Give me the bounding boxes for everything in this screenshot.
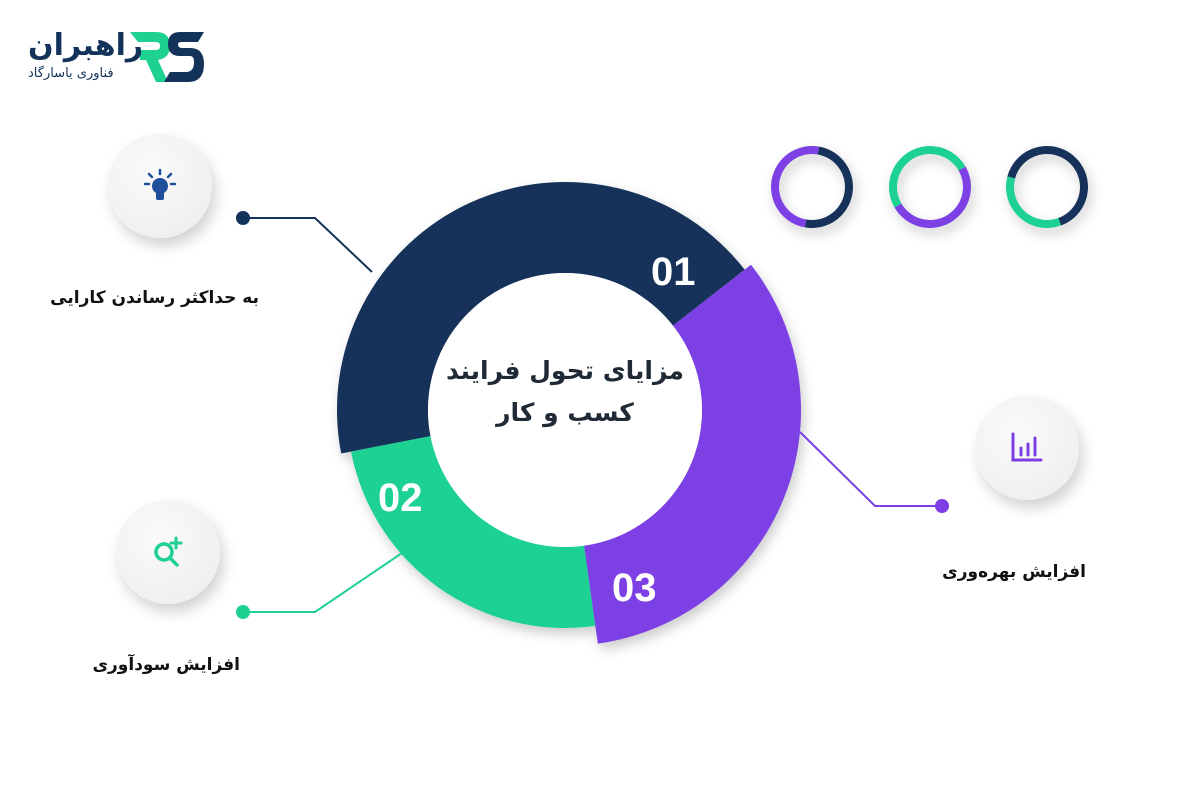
search-plus-icon xyxy=(154,536,183,567)
icon-circle-01 xyxy=(108,134,212,238)
logo-name: راهبران xyxy=(28,28,144,63)
icon-circle-03 xyxy=(975,396,1079,500)
segment-number-01: 01 xyxy=(651,250,696,294)
connector-01 xyxy=(243,217,373,273)
connector-03 xyxy=(799,431,942,507)
segment-number-03: 03 xyxy=(612,566,657,610)
logo-subtitle: فناوری یاسارگاد xyxy=(28,66,114,81)
connector-02 xyxy=(243,552,403,613)
bar-chart-icon xyxy=(1011,432,1043,462)
segment-number-02: 02 xyxy=(378,476,423,520)
donut-segment-02 xyxy=(351,436,596,628)
logo-mark-icon xyxy=(130,32,204,82)
connector-dot-03 xyxy=(935,499,949,513)
lightbulb-icon xyxy=(143,168,177,200)
center-title: مزایای تحول فرایند کسب و کار xyxy=(446,356,684,427)
connector-dot-02 xyxy=(236,605,250,619)
decor-ring-1-arc xyxy=(771,146,820,228)
decor-ring-2-arc xyxy=(894,166,971,228)
segment-label-02: افزایش سودآوری xyxy=(92,655,240,675)
decor-ring-3-arc xyxy=(1036,145,1089,226)
decor-ring-3-arc xyxy=(1006,176,1062,228)
donut-segment-03 xyxy=(584,264,801,644)
decor-ring-1-arc xyxy=(804,146,853,228)
decor-ring-2-arc xyxy=(889,146,966,208)
donut-center xyxy=(428,273,702,547)
icon-circle-02 xyxy=(116,500,220,604)
segment-label-03: افزایش بهره‌وری xyxy=(942,562,1086,582)
connector-dot-01 xyxy=(236,211,250,225)
segment-label-01: به حداکثر رساندن کارایی xyxy=(50,288,259,308)
donut-segment-01 xyxy=(337,182,745,454)
decor-ring-3-arc xyxy=(1007,147,1039,179)
